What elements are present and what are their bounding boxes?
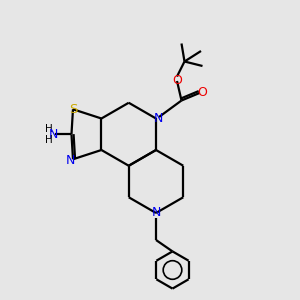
Text: H: H: [45, 135, 53, 145]
Text: O: O: [198, 86, 207, 100]
Text: H: H: [45, 124, 53, 134]
Text: N: N: [151, 206, 161, 220]
Text: O: O: [172, 74, 182, 88]
Text: N: N: [49, 128, 58, 141]
Text: N: N: [65, 154, 75, 167]
Text: N: N: [154, 112, 163, 125]
Text: S: S: [69, 103, 77, 116]
